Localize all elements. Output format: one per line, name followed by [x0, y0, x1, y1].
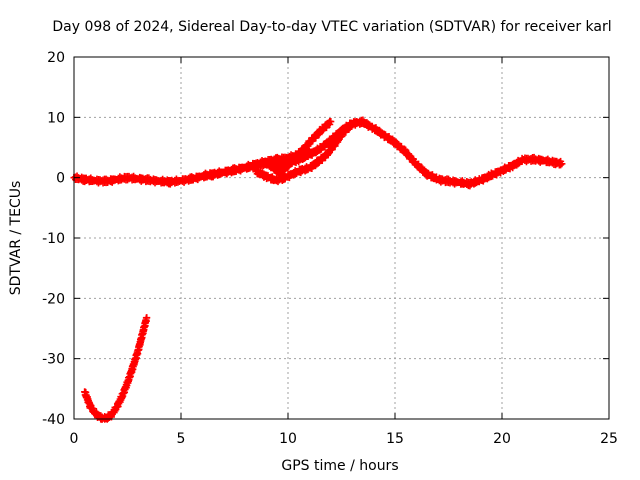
- series-middle-branch: [198, 146, 313, 181]
- data-point: [86, 400, 94, 408]
- y-tick-label: -40: [42, 412, 65, 428]
- y-tick-label: -30: [42, 352, 65, 368]
- x-tick-label: 15: [386, 431, 404, 447]
- series-lower-branch: [252, 120, 356, 186]
- x-tick-label: 10: [279, 431, 297, 447]
- y-axis-label: SDTVAR / TECUs: [8, 181, 24, 296]
- data-point: [143, 314, 151, 322]
- y-tick-label: 10: [47, 110, 65, 126]
- axis-ticks: 0 5 10 15 20 25 -40 -30 -20 -10 0 10 20: [42, 50, 618, 447]
- x-tick-label: 25: [600, 431, 618, 447]
- data-point: [348, 121, 356, 129]
- grid-lines: [74, 57, 609, 419]
- data-points: [70, 116, 566, 423]
- x-tick-label: 5: [177, 431, 186, 447]
- x-tick-label: 20: [493, 431, 511, 447]
- y-tick-label: 20: [47, 50, 65, 66]
- data-point: [558, 160, 566, 168]
- y-tick-label: -20: [42, 291, 65, 307]
- series-isolated-arc: [81, 314, 151, 423]
- y-tick-label: -10: [42, 231, 65, 247]
- x-tick-label: 0: [70, 431, 79, 447]
- chart-title: Day 098 of 2024, Sidereal Day-to-day VTE…: [52, 19, 611, 35]
- data-point: [327, 118, 335, 126]
- x-axis-label: GPS time / hours: [281, 458, 398, 474]
- data-point: [111, 407, 119, 415]
- data-point: [557, 161, 565, 169]
- series-main-band: [70, 116, 566, 190]
- y-tick-label: 0: [56, 171, 65, 187]
- data-point: [305, 147, 313, 155]
